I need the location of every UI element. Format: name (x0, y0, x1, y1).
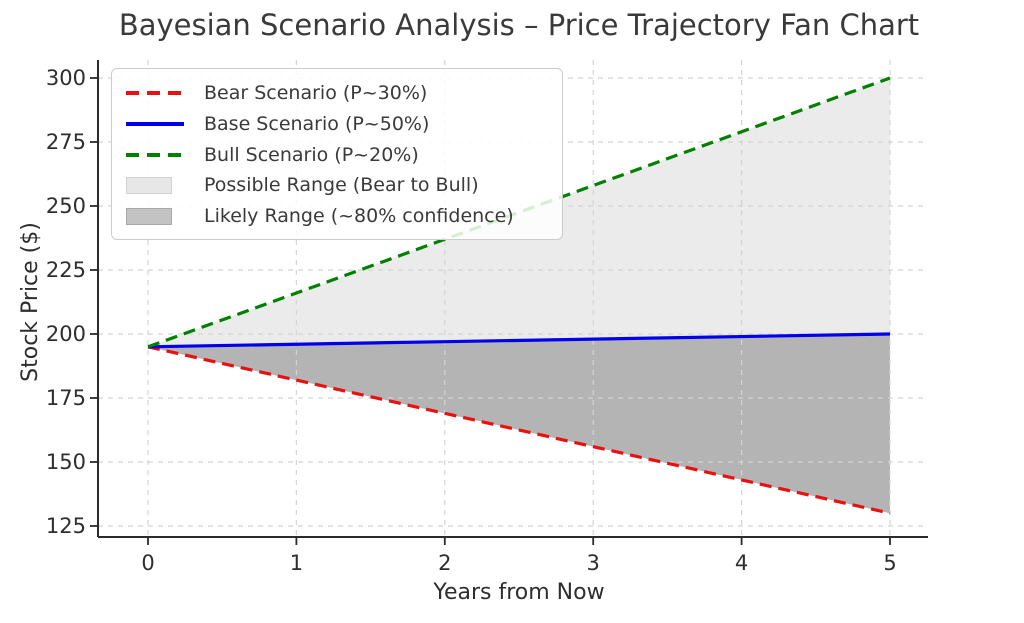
legend-swatch-graphic (126, 207, 172, 225)
legend-line-swatch (126, 121, 188, 126)
scenario-lines (147, 76, 891, 515)
x-tick-label: 0 (141, 551, 154, 575)
legend-item-2: Bull Scenario (P~20%) (126, 140, 548, 170)
y-tick-label: 175 (46, 386, 86, 410)
x-tick-label: 3 (587, 551, 600, 575)
legend-item-3: Possible Range (Bear to Bull) (126, 170, 548, 200)
tick-marks (90, 77, 891, 545)
legend-line-swatch (126, 152, 188, 157)
legend-label: Possible Range (Bear to Bull) (204, 174, 479, 197)
legend-swatch-graphic (126, 152, 184, 157)
series-line-1 (147, 332, 891, 349)
chart-title: Bayesian Scenario Analysis – Price Traje… (118, 8, 920, 42)
legend-swatch-graphic (126, 176, 172, 194)
legend-label: Base Scenario (P~50%) (204, 112, 430, 135)
y-tick-label: 200 (46, 322, 86, 346)
legend-label: Bear Scenario (P~30%) (204, 82, 428, 104)
x-tick-label: 5 (883, 551, 896, 575)
fan-bands (148, 78, 890, 514)
y-tick-label: 150 (46, 450, 86, 474)
legend-swatch-graphic (126, 91, 184, 95)
y-tick-label: 125 (46, 514, 86, 538)
x-axis-label: Years from Now (432, 580, 604, 605)
legend-patch-swatch (126, 207, 188, 225)
y-tick-label: 300 (46, 66, 86, 90)
y-tick-label: 225 (46, 258, 86, 282)
legend: Bear Scenario (P~30%) Base Scenario (P~50… (111, 68, 563, 240)
legend-item-1: Base Scenario (P~50%) (126, 109, 548, 139)
y-tick-label: 275 (46, 130, 86, 154)
x-tick-label: 1 (290, 551, 303, 575)
x-tick-label: 4 (735, 551, 748, 575)
legend-label: Bull Scenario (P~20%) (204, 143, 419, 166)
legend-item-4: Likely Range (~80% confidence) (126, 201, 548, 231)
tick-labels: 0 1 2 3 4 5 125 150 175 200 225 250 275 300 (46, 66, 897, 575)
band-1 (148, 334, 890, 514)
legend-patch-swatch (126, 176, 188, 194)
y-axis-label: Stock Price ($) (18, 222, 43, 382)
series-line-2 (147, 76, 891, 349)
legend-label: Likely Range (~80% confidence) (204, 205, 514, 227)
y-tick-label: 250 (46, 194, 86, 218)
series-line-0 (147, 345, 891, 515)
x-tick-label: 2 (438, 551, 451, 575)
legend-line-swatch (126, 91, 188, 95)
legend-swatch-graphic (126, 121, 184, 126)
axes-spines (97, 60, 928, 538)
legend-item-0: Bear Scenario (P~30%) (126, 78, 548, 108)
